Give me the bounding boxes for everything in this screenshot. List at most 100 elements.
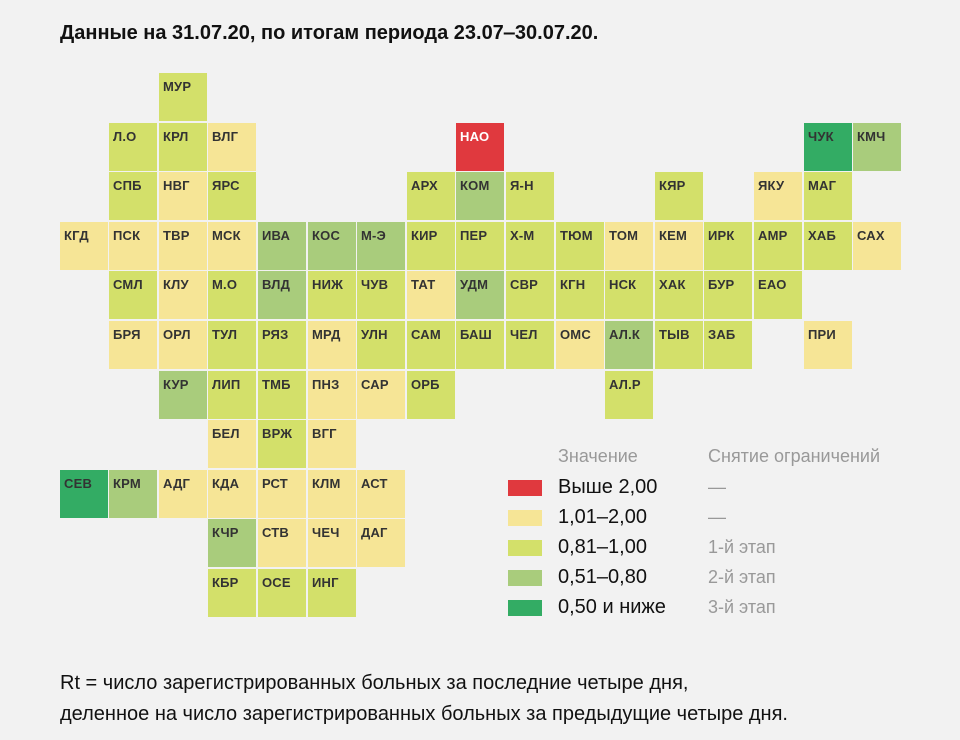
- region-tile: ЛИП: [208, 371, 256, 419]
- region-tile: СВР: [506, 271, 554, 319]
- region-tile: БУР: [704, 271, 752, 319]
- region-tile: КЧР: [208, 519, 256, 567]
- region-tile: ВГГ: [308, 420, 356, 468]
- region-tile: КЛУ: [159, 271, 207, 319]
- legend-label: 0,81‒1,00: [558, 536, 647, 558]
- region-tile: ВЛГ: [208, 123, 256, 171]
- legend-swatch-dark-green: [508, 600, 542, 616]
- chart-title: Данные на 31.07.20, по итогам периода 23…: [60, 22, 599, 44]
- legend-stage: 1-й этап: [708, 537, 776, 557]
- region-tile: БРЯ: [109, 321, 157, 369]
- region-tile: АРХ: [407, 172, 455, 220]
- region-tile: ХАК: [655, 271, 703, 319]
- region-tile: КЯР: [655, 172, 703, 220]
- footnote-line: Rt = число зарегистрированных больных за…: [60, 672, 689, 694]
- legend-label: 1,01‒2,00: [558, 506, 647, 528]
- region-tile: НАО: [456, 123, 504, 171]
- region-tile: ТАТ: [407, 271, 455, 319]
- region-tile: ПНЗ: [308, 371, 356, 419]
- region-tile: УДМ: [456, 271, 504, 319]
- region-tile: КДА: [208, 470, 256, 518]
- region-tile: МРД: [308, 321, 356, 369]
- region-tile: КГД: [60, 222, 108, 270]
- region-tile: СПБ: [109, 172, 157, 220]
- legend-swatch-red: [508, 480, 542, 496]
- region-tile: Х-М: [506, 222, 554, 270]
- region-tile: М-Э: [357, 222, 405, 270]
- region-tile: ЕАО: [754, 271, 802, 319]
- legend-stage: —: [708, 477, 726, 497]
- region-tile: ОСЕ: [258, 569, 306, 617]
- legend-stage-header: Снятие ограничений: [708, 446, 881, 466]
- region-tile: КГН: [556, 271, 604, 319]
- region-tile: ОМС: [556, 321, 604, 369]
- region-tile: СТВ: [258, 519, 306, 567]
- legend-label: Выше 2,00: [558, 476, 658, 498]
- region-tile: ВЛД: [258, 271, 306, 319]
- region-tile: Я-Н: [506, 172, 554, 220]
- region-tile: КОС: [308, 222, 356, 270]
- region-tile: ОРБ: [407, 371, 455, 419]
- region-tile: САХ: [853, 222, 901, 270]
- region-tile: БЕЛ: [208, 420, 256, 468]
- legend-swatch-light-green: [508, 540, 542, 556]
- region-tile: АМР: [754, 222, 802, 270]
- region-tile: РСТ: [258, 470, 306, 518]
- region-tile: АДГ: [159, 470, 207, 518]
- region-tile: ЧЕЧ: [308, 519, 356, 567]
- region-tile: ЯКУ: [754, 172, 802, 220]
- region-tile: ХАБ: [804, 222, 852, 270]
- region-tile: КЕМ: [655, 222, 703, 270]
- region-tile: АЛ.К: [605, 321, 653, 369]
- region-tile: РЯЗ: [258, 321, 306, 369]
- region-tile: ТУЛ: [208, 321, 256, 369]
- region-tile: ИНГ: [308, 569, 356, 617]
- footnote: Rt = число зарегистрированных больных за…: [60, 668, 788, 730]
- region-tile: СЕВ: [60, 470, 108, 518]
- legend-value-header: Значение: [558, 446, 638, 466]
- legend-label: 0,51‒0,80: [558, 566, 647, 588]
- region-tile: НВГ: [159, 172, 207, 220]
- region-tile: ЧЕЛ: [506, 321, 554, 369]
- region-tile: ЧУК: [804, 123, 852, 171]
- legend-label: 0,50 и ниже: [558, 596, 666, 618]
- region-tile: КУР: [159, 371, 207, 419]
- region-tile: САМ: [407, 321, 455, 369]
- region-tile: КРЛ: [159, 123, 207, 171]
- region-tile: ПСК: [109, 222, 157, 270]
- region-tile: ДАГ: [357, 519, 405, 567]
- region-tile: ВРЖ: [258, 420, 306, 468]
- region-tile: КМЧ: [853, 123, 901, 171]
- region-tile: САР: [357, 371, 405, 419]
- region-tile: КЛМ: [308, 470, 356, 518]
- region-tile: ТВР: [159, 222, 207, 270]
- region-tile: ПРИ: [804, 321, 852, 369]
- region-tile: МУР: [159, 73, 207, 121]
- region-tile: ЧУВ: [357, 271, 405, 319]
- region-tile: М.О: [208, 271, 256, 319]
- region-tile: ЯРС: [208, 172, 256, 220]
- region-tile: ТОМ: [605, 222, 653, 270]
- region-tile: АЛ.Р: [605, 371, 653, 419]
- region-tile: СМЛ: [109, 271, 157, 319]
- region-tile: ИРК: [704, 222, 752, 270]
- region-tile: ТМБ: [258, 371, 306, 419]
- region-tile: ПЕР: [456, 222, 504, 270]
- region-tile: НСК: [605, 271, 653, 319]
- region-tile: ТЫВ: [655, 321, 703, 369]
- region-tile: УЛН: [357, 321, 405, 369]
- legend-swatch-yellow: [508, 510, 542, 526]
- region-tile: ОРЛ: [159, 321, 207, 369]
- region-tile: КРМ: [109, 470, 157, 518]
- legend-stage: —: [708, 507, 726, 527]
- region-tile: ТЮМ: [556, 222, 604, 270]
- legend-stage: 3-й этап: [708, 597, 776, 617]
- legend-stage: 2-й этап: [708, 567, 776, 587]
- region-tile: ЗАБ: [704, 321, 752, 369]
- tile-grid-map: МУР Л.О КРЛ ВЛГ НАО ЧУК КМЧ СПБ НВГ ЯРС АРХ КОМ Я-Н К…: [60, 73, 901, 617]
- region-tile: ИВА: [258, 222, 306, 270]
- region-tile: АСТ: [357, 470, 405, 518]
- region-tile: Л.О: [109, 123, 157, 171]
- region-tile: БАШ: [456, 321, 504, 369]
- region-tile: КОМ: [456, 172, 504, 220]
